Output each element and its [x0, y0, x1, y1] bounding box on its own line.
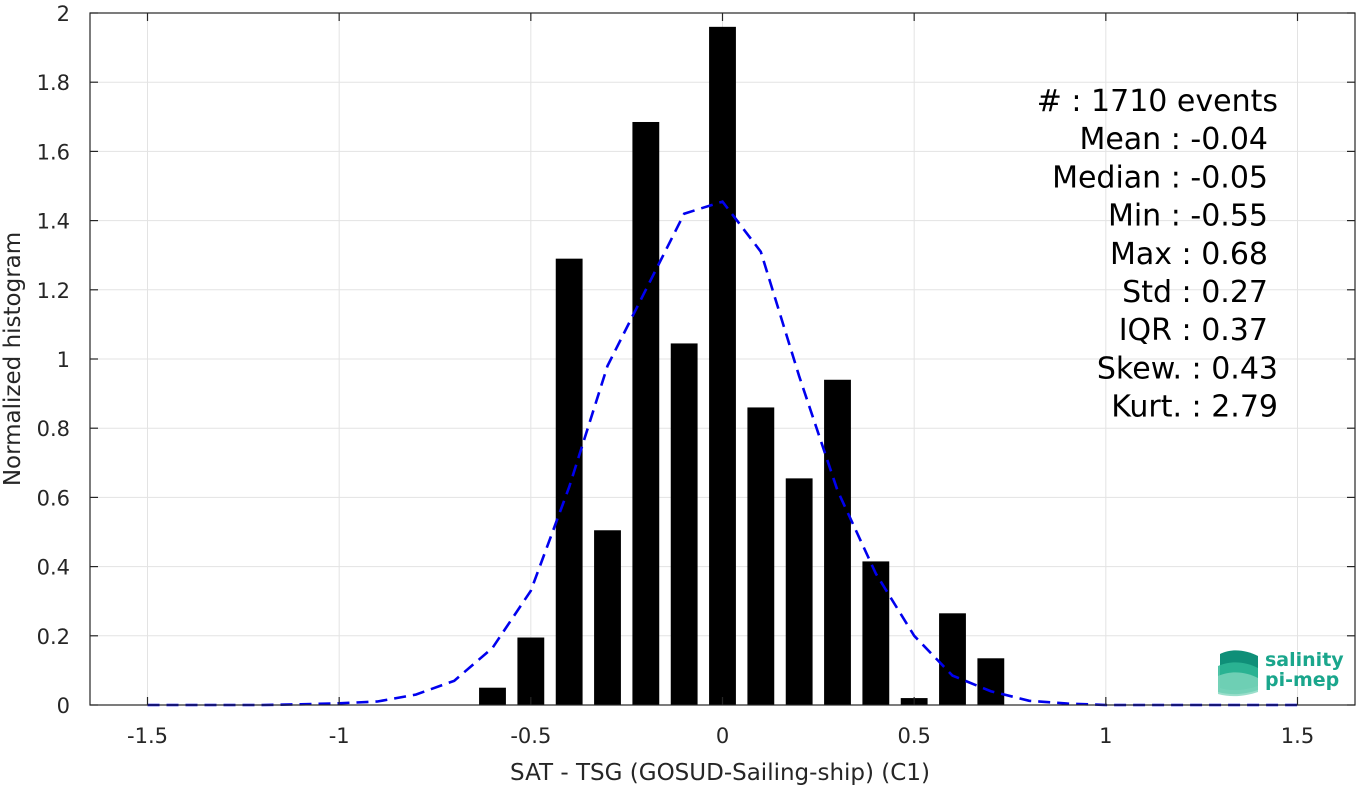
- x-tick-label: 1: [1099, 724, 1112, 748]
- logo-line2: pi-mep: [1265, 669, 1339, 691]
- y-tick-label: 1: [57, 348, 70, 372]
- histogram-bar: [862, 561, 890, 705]
- y-tick-label: 0: [57, 694, 70, 718]
- axis-ticks: [90, 12, 1355, 706]
- y-tick-label: 1.4: [37, 210, 70, 234]
- histogram-bar: [632, 121, 660, 706]
- salinity-pi-mep-logo: salinity pi-mep: [1218, 649, 1344, 697]
- y-tick-label: 1.2: [37, 279, 70, 303]
- histogram-bars: [479, 26, 1005, 706]
- x-tick-label: -0.5: [510, 724, 551, 748]
- y-tick-label: 0.4: [37, 556, 70, 580]
- stats-line: # : 1710 events: [1037, 84, 1278, 119]
- histogram-bar: [555, 258, 583, 705]
- histogram-bar: [977, 658, 1005, 705]
- y-tick-label: 1.8: [37, 71, 70, 95]
- histogram-bar: [479, 687, 506, 705]
- y-tick-label: 1.6: [37, 140, 70, 164]
- histogram-bar: [709, 26, 736, 705]
- y-tick-label: 0.6: [37, 486, 70, 510]
- x-tick-label: -1.5: [127, 724, 168, 748]
- stats-line: Max : 0.68: [1110, 237, 1268, 272]
- histogram-bar: [939, 613, 966, 705]
- y-tick-label: 0.2: [37, 625, 70, 649]
- histogram-bar: [785, 478, 813, 705]
- x-tick-labels: -1.5 -1 -0.5 0 0.5 1 1.5: [127, 724, 1314, 748]
- stats-line: Std : 0.27: [1122, 275, 1268, 310]
- histogram-bar: [517, 637, 545, 705]
- x-axis-label: SAT - TSG (GOSUD-Sailing-ship) (C1): [510, 760, 930, 786]
- logo-line1: salinity: [1265, 649, 1344, 671]
- y-tick-label: 0.8: [37, 417, 70, 441]
- stats-line: Min : -0.55: [1108, 199, 1268, 234]
- x-tick-label: 1.5: [1281, 724, 1314, 748]
- y-axis-label: Normalized histogram: [0, 232, 26, 486]
- histogram-bar: [594, 530, 621, 705]
- x-tick-label: -1: [329, 724, 350, 748]
- x-tick-label: 0.5: [897, 724, 930, 748]
- y-tick-label: 2: [57, 2, 70, 26]
- histogram-bar: [824, 379, 851, 705]
- x-tick-label: 0: [716, 724, 729, 748]
- histogram-bar: [670, 343, 698, 705]
- y-tick-labels: 0 0.2 0.4 0.6 0.8 1 1.2 1.4 1.6 1.8 2: [37, 2, 70, 718]
- stats-line: Skew. : 0.43: [1097, 351, 1278, 386]
- stats-line: Mean : -0.04: [1079, 122, 1268, 157]
- stats-line: Kurt. : 2.79: [1111, 390, 1278, 425]
- stats-line: Median : -0.05: [1052, 160, 1268, 195]
- stats-line: IQR : 0.37: [1119, 313, 1268, 348]
- logo-wave-icon: [1218, 650, 1258, 697]
- histogram-bar: [747, 407, 775, 705]
